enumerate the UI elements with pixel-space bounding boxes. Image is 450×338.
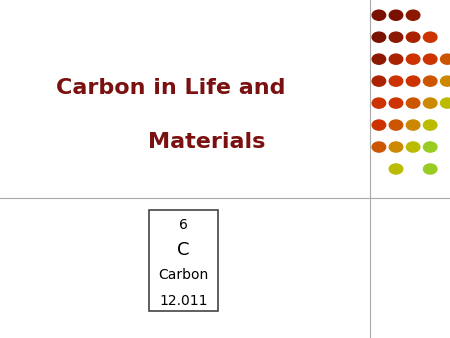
- Circle shape: [423, 142, 437, 152]
- Circle shape: [389, 32, 403, 42]
- Circle shape: [372, 98, 386, 108]
- Circle shape: [441, 76, 450, 86]
- Circle shape: [441, 98, 450, 108]
- Circle shape: [372, 10, 386, 20]
- Circle shape: [406, 76, 420, 86]
- Circle shape: [423, 120, 437, 130]
- Circle shape: [441, 54, 450, 64]
- Text: 6: 6: [179, 218, 188, 232]
- Circle shape: [423, 32, 437, 42]
- Circle shape: [406, 32, 420, 42]
- Circle shape: [406, 120, 420, 130]
- Circle shape: [372, 142, 386, 152]
- Circle shape: [389, 142, 403, 152]
- FancyBboxPatch shape: [148, 210, 218, 311]
- Circle shape: [406, 142, 420, 152]
- Text: Carbon in Life and: Carbon in Life and: [56, 78, 286, 98]
- Circle shape: [423, 76, 437, 86]
- Text: Carbon: Carbon: [158, 268, 208, 283]
- Text: C: C: [177, 241, 189, 259]
- Circle shape: [406, 54, 420, 64]
- Circle shape: [389, 54, 403, 64]
- Circle shape: [372, 76, 386, 86]
- Circle shape: [372, 54, 386, 64]
- Text: 12.011: 12.011: [159, 294, 207, 308]
- Circle shape: [389, 164, 403, 174]
- Circle shape: [372, 120, 386, 130]
- Circle shape: [389, 98, 403, 108]
- Circle shape: [423, 164, 437, 174]
- Circle shape: [423, 54, 437, 64]
- Circle shape: [406, 10, 420, 20]
- Text: Materials: Materials: [148, 132, 266, 152]
- Circle shape: [389, 10, 403, 20]
- Circle shape: [423, 98, 437, 108]
- Circle shape: [406, 98, 420, 108]
- Circle shape: [389, 120, 403, 130]
- Circle shape: [372, 32, 386, 42]
- Circle shape: [389, 76, 403, 86]
